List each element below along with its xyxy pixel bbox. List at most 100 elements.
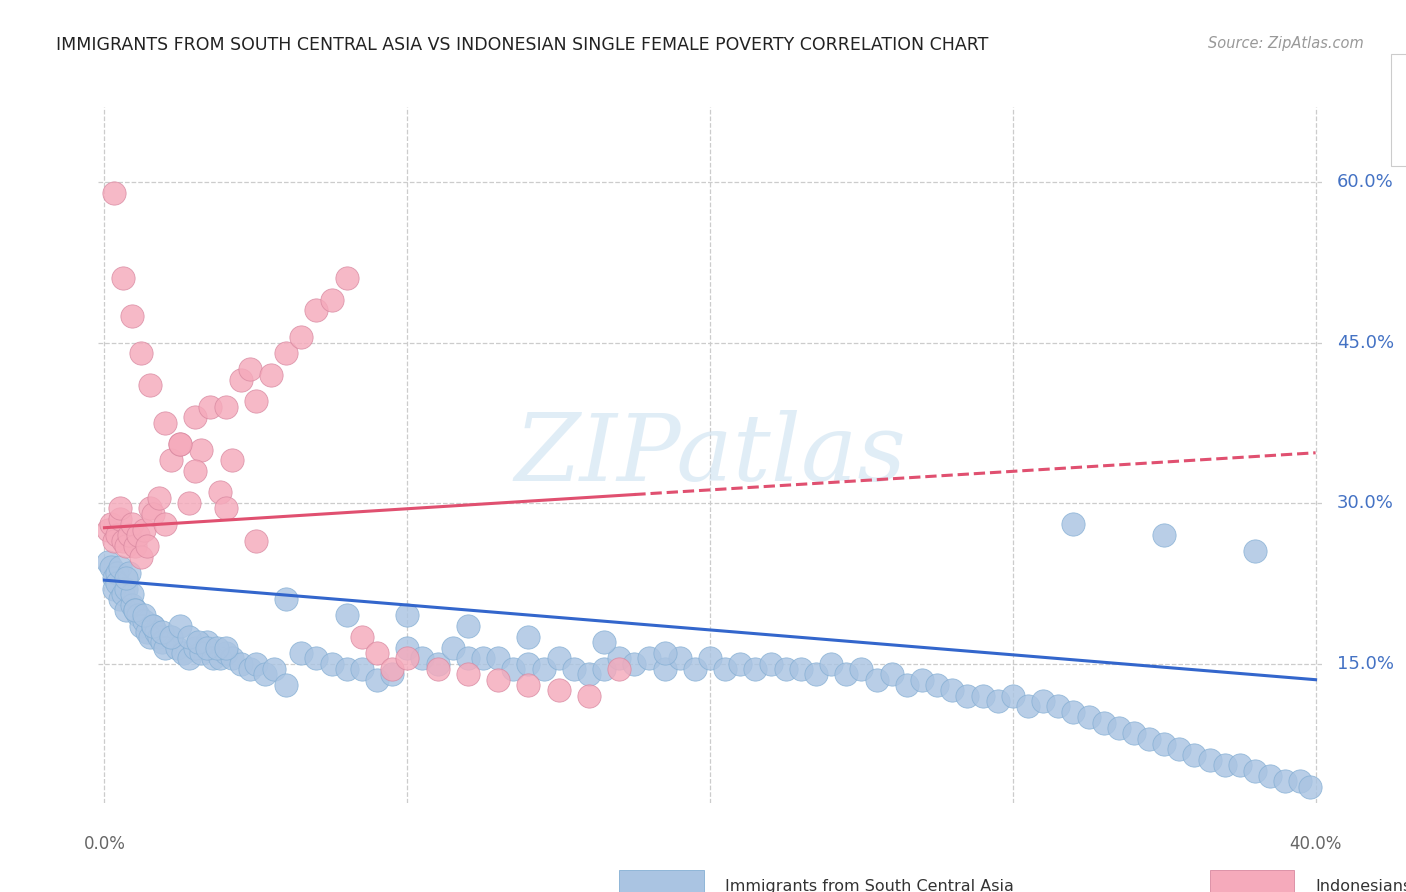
Point [214, 400, 236, 414]
Point [502, 662, 524, 676]
Point [851, 662, 873, 676]
Point [1062, 517, 1084, 532]
Point [457, 619, 479, 633]
Point [108, 592, 131, 607]
Point [305, 651, 328, 665]
Point [865, 673, 887, 687]
Point [169, 437, 191, 451]
Point [1017, 699, 1039, 714]
Point [100, 517, 122, 532]
Point [804, 667, 827, 681]
Point [214, 501, 236, 516]
Point [593, 662, 616, 676]
Text: 15.0%: 15.0% [1337, 655, 1393, 673]
Point [775, 662, 797, 676]
Point [153, 640, 176, 655]
Point [153, 517, 176, 532]
Point [139, 630, 162, 644]
Point [114, 582, 136, 596]
Point [139, 501, 162, 516]
Point [1258, 769, 1281, 783]
Point [260, 368, 283, 382]
Point [202, 651, 225, 665]
Point [638, 651, 661, 665]
Point [578, 667, 600, 681]
Point [835, 667, 858, 681]
Point [111, 587, 134, 601]
Point [103, 571, 125, 585]
Point [336, 608, 359, 623]
Point [714, 662, 737, 676]
Point [972, 689, 994, 703]
Text: 40.0%: 40.0% [1289, 835, 1341, 853]
Point [142, 619, 165, 633]
Point [547, 683, 569, 698]
Point [105, 566, 128, 580]
FancyBboxPatch shape [1392, 54, 1406, 166]
Point [744, 662, 766, 676]
Point [517, 657, 540, 671]
Text: ZIPatlas: ZIPatlas [515, 410, 905, 500]
Point [471, 651, 494, 665]
FancyBboxPatch shape [1209, 871, 1295, 892]
Point [276, 678, 298, 692]
Point [179, 630, 201, 644]
Point [166, 640, 188, 655]
Point [172, 646, 194, 660]
Point [148, 630, 170, 644]
Point [276, 346, 298, 360]
Point [654, 646, 676, 660]
Point [1032, 694, 1054, 708]
Point [426, 662, 449, 676]
Point [290, 646, 312, 660]
Point [129, 619, 152, 633]
Point [150, 624, 173, 639]
Point [108, 501, 131, 516]
Point [321, 293, 343, 307]
Point [139, 378, 162, 392]
Point [229, 657, 252, 671]
Point [593, 635, 616, 649]
Point [114, 571, 136, 585]
Point [911, 673, 934, 687]
Point [145, 624, 167, 639]
Point [142, 507, 165, 521]
Point [132, 608, 155, 623]
Point [169, 437, 191, 451]
Point [486, 673, 509, 687]
Point [350, 662, 373, 676]
Point [129, 346, 152, 360]
Point [190, 442, 212, 457]
Point [100, 560, 122, 574]
Point [221, 453, 243, 467]
Point [114, 603, 136, 617]
Point [179, 651, 201, 665]
Point [290, 330, 312, 344]
Point [927, 678, 949, 692]
Point [533, 662, 555, 676]
Text: 30.0%: 30.0% [1337, 494, 1393, 512]
Point [160, 630, 183, 644]
Point [1137, 731, 1160, 746]
Point [1244, 544, 1267, 558]
Point [129, 549, 152, 564]
Point [245, 657, 267, 671]
Point [1122, 726, 1144, 740]
Point [276, 592, 298, 607]
Point [486, 651, 509, 665]
Text: 60.0%: 60.0% [1337, 173, 1393, 191]
Point [1077, 710, 1099, 724]
Point [179, 496, 201, 510]
Point [103, 186, 125, 200]
Point [578, 689, 600, 703]
Point [103, 582, 125, 596]
Point [321, 657, 343, 671]
Point [790, 662, 813, 676]
Point [1289, 774, 1312, 789]
Text: IMMIGRANTS FROM SOUTH CENTRAL ASIA VS INDONESIAN SINGLE FEMALE POVERTY CORRELATI: IMMIGRANTS FROM SOUTH CENTRAL ASIA VS IN… [56, 36, 988, 54]
Point [96, 523, 118, 537]
Point [381, 667, 404, 681]
Point [699, 651, 721, 665]
Point [184, 464, 207, 478]
Point [396, 651, 419, 665]
